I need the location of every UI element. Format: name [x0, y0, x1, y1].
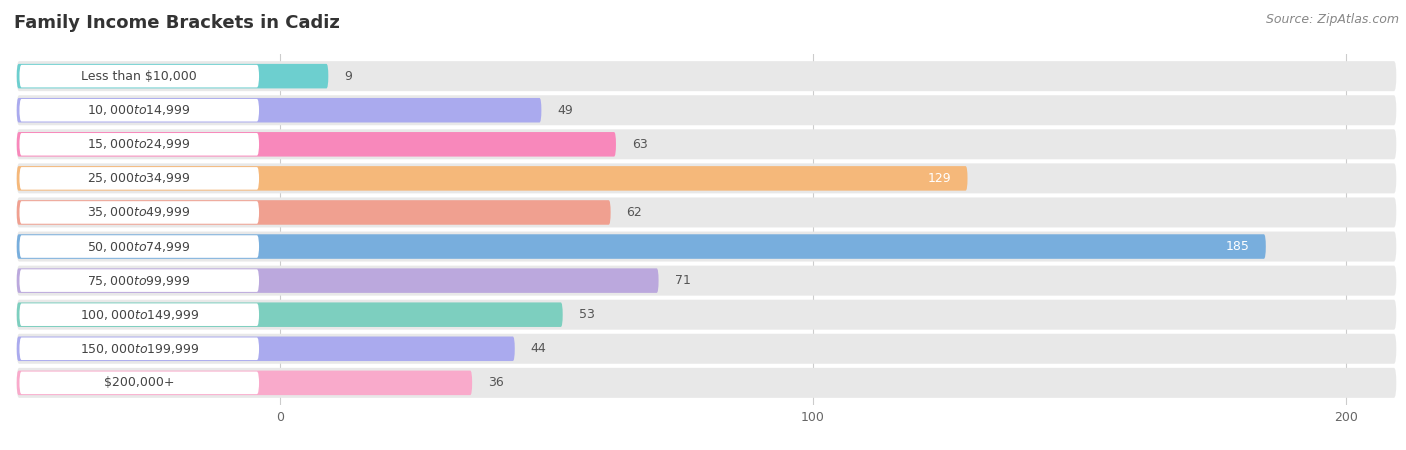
Text: 36: 36	[488, 376, 503, 389]
FancyBboxPatch shape	[20, 65, 259, 87]
FancyBboxPatch shape	[17, 61, 1396, 91]
FancyBboxPatch shape	[17, 232, 1396, 261]
FancyBboxPatch shape	[17, 337, 515, 361]
Text: $200,000+: $200,000+	[104, 376, 174, 389]
FancyBboxPatch shape	[17, 64, 329, 88]
Text: $75,000 to $99,999: $75,000 to $99,999	[87, 274, 191, 288]
FancyBboxPatch shape	[17, 198, 1396, 227]
Text: Source: ZipAtlas.com: Source: ZipAtlas.com	[1265, 14, 1399, 27]
FancyBboxPatch shape	[17, 200, 610, 225]
Text: 63: 63	[631, 138, 648, 151]
FancyBboxPatch shape	[17, 368, 1396, 398]
FancyBboxPatch shape	[20, 270, 259, 292]
FancyBboxPatch shape	[17, 98, 541, 122]
FancyBboxPatch shape	[17, 371, 472, 395]
Text: Family Income Brackets in Cadiz: Family Income Brackets in Cadiz	[14, 14, 340, 32]
FancyBboxPatch shape	[17, 166, 967, 191]
Text: $50,000 to $74,999: $50,000 to $74,999	[87, 239, 191, 253]
FancyBboxPatch shape	[17, 334, 1396, 364]
Text: 71: 71	[675, 274, 690, 287]
Text: $35,000 to $49,999: $35,000 to $49,999	[87, 206, 191, 220]
Text: $15,000 to $24,999: $15,000 to $24,999	[87, 137, 191, 151]
Text: Less than $10,000: Less than $10,000	[82, 70, 197, 83]
Text: 53: 53	[579, 308, 595, 321]
FancyBboxPatch shape	[20, 303, 259, 326]
Text: $150,000 to $199,999: $150,000 to $199,999	[80, 342, 198, 356]
FancyBboxPatch shape	[20, 372, 259, 394]
FancyBboxPatch shape	[17, 234, 1265, 259]
FancyBboxPatch shape	[17, 129, 1396, 159]
FancyBboxPatch shape	[17, 302, 562, 327]
FancyBboxPatch shape	[17, 132, 616, 157]
Text: $25,000 to $34,999: $25,000 to $34,999	[87, 171, 191, 185]
Text: 129: 129	[928, 172, 952, 185]
Text: 49: 49	[557, 104, 574, 117]
Text: 185: 185	[1226, 240, 1250, 253]
FancyBboxPatch shape	[17, 300, 1396, 330]
Text: 9: 9	[344, 70, 352, 83]
FancyBboxPatch shape	[20, 235, 259, 258]
FancyBboxPatch shape	[17, 95, 1396, 125]
Text: 62: 62	[627, 206, 643, 219]
FancyBboxPatch shape	[17, 268, 658, 293]
FancyBboxPatch shape	[17, 163, 1396, 194]
FancyBboxPatch shape	[20, 167, 259, 189]
FancyBboxPatch shape	[17, 266, 1396, 296]
Text: 44: 44	[530, 342, 547, 355]
Text: $10,000 to $14,999: $10,000 to $14,999	[87, 103, 191, 117]
FancyBboxPatch shape	[20, 99, 259, 122]
FancyBboxPatch shape	[20, 201, 259, 224]
Text: $100,000 to $149,999: $100,000 to $149,999	[80, 308, 198, 322]
FancyBboxPatch shape	[20, 133, 259, 156]
FancyBboxPatch shape	[20, 338, 259, 360]
